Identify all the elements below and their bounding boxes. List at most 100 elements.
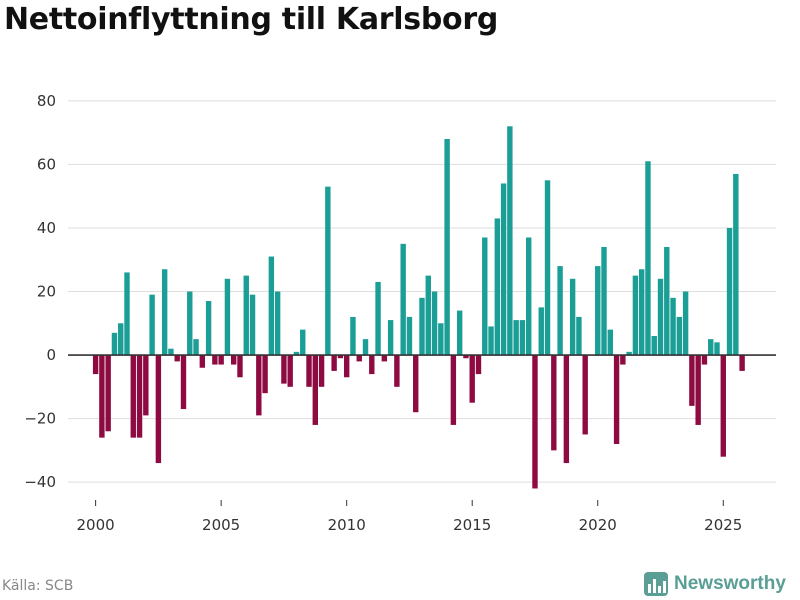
bar[interactable] — [538, 307, 544, 356]
bar[interactable] — [670, 297, 676, 356]
bar[interactable] — [563, 355, 570, 464]
bar[interactable] — [161, 269, 168, 356]
bar[interactable] — [526, 237, 532, 356]
bar[interactable] — [463, 355, 469, 359]
bar[interactable] — [205, 301, 212, 356]
bar[interactable] — [676, 316, 683, 356]
bar[interactable] — [701, 355, 708, 365]
bar[interactable] — [626, 351, 632, 356]
bar[interactable] — [343, 355, 350, 378]
bar[interactable] — [469, 355, 475, 403]
bar[interactable] — [400, 243, 406, 356]
bar[interactable] — [413, 355, 419, 413]
bar[interactable] — [651, 335, 657, 356]
bar[interactable] — [99, 355, 105, 438]
bar[interactable] — [431, 291, 438, 356]
bar[interactable] — [105, 355, 111, 432]
bar[interactable] — [601, 247, 607, 356]
bar[interactable] — [682, 291, 689, 356]
bar[interactable] — [92, 355, 99, 375]
bar[interactable] — [569, 278, 576, 356]
bar[interactable] — [507, 126, 513, 356]
bar[interactable] — [482, 237, 488, 356]
bar[interactable] — [331, 355, 337, 371]
bar[interactable] — [739, 355, 745, 371]
bar[interactable] — [557, 266, 563, 356]
bar[interactable] — [657, 278, 664, 356]
bar[interactable] — [714, 342, 720, 356]
bar[interactable] — [456, 310, 463, 356]
bar[interactable] — [620, 355, 626, 365]
bar[interactable] — [387, 320, 394, 356]
bar[interactable] — [381, 355, 388, 362]
bar[interactable] — [281, 355, 287, 384]
bar[interactable] — [695, 355, 701, 425]
bar[interactable] — [262, 355, 268, 394]
bar[interactable] — [168, 348, 174, 356]
bar[interactable] — [689, 355, 695, 406]
bar[interactable] — [111, 332, 118, 356]
bar[interactable] — [268, 256, 275, 356]
bar[interactable] — [733, 173, 739, 356]
bar[interactable] — [193, 339, 199, 356]
bar[interactable] — [350, 316, 356, 356]
bar[interactable] — [582, 355, 588, 435]
bar[interactable] — [438, 323, 444, 356]
bar[interactable] — [149, 294, 155, 356]
bar[interactable] — [325, 186, 331, 356]
bar[interactable] — [180, 355, 187, 410]
bar[interactable] — [337, 355, 344, 359]
bar[interactable] — [519, 320, 526, 356]
bar[interactable] — [708, 339, 714, 356]
bar[interactable] — [274, 291, 281, 356]
bar[interactable] — [513, 320, 519, 356]
bar[interactable] — [287, 355, 293, 387]
bar[interactable] — [237, 355, 243, 378]
bar[interactable] — [143, 355, 149, 416]
bar[interactable] — [645, 161, 651, 356]
bar[interactable] — [394, 355, 400, 387]
bar[interactable] — [249, 294, 256, 356]
bar[interactable] — [450, 355, 457, 425]
bar[interactable] — [419, 297, 425, 356]
bar[interactable] — [155, 355, 162, 464]
bar[interactable] — [475, 355, 482, 375]
bar[interactable] — [136, 355, 143, 438]
bar[interactable] — [638, 269, 645, 356]
bar[interactable] — [174, 355, 180, 362]
bar[interactable] — [124, 272, 130, 356]
bar[interactable] — [300, 329, 306, 356]
bar[interactable] — [306, 355, 312, 387]
bar[interactable] — [613, 355, 620, 444]
bar[interactable] — [356, 355, 362, 362]
bar[interactable] — [199, 355, 206, 368]
bar[interactable] — [532, 355, 538, 489]
bar[interactable] — [444, 139, 450, 356]
bar[interactable] — [406, 316, 413, 356]
bar[interactable] — [256, 355, 262, 416]
bar[interactable] — [362, 339, 369, 356]
bar[interactable] — [500, 183, 507, 356]
bar[interactable] — [293, 351, 300, 356]
bar[interactable] — [224, 278, 231, 356]
bar[interactable] — [312, 355, 318, 425]
bar[interactable] — [187, 291, 193, 356]
bar[interactable] — [664, 247, 670, 356]
bar[interactable] — [494, 218, 501, 356]
bar[interactable] — [231, 355, 237, 365]
bar[interactable] — [375, 281, 381, 356]
bar[interactable] — [607, 329, 613, 356]
bar[interactable] — [212, 355, 218, 365]
bar[interactable] — [544, 180, 551, 356]
brand-logo[interactable]: Newsworthy — [644, 570, 786, 598]
bar[interactable] — [369, 355, 375, 375]
bar[interactable] — [243, 275, 249, 356]
bar[interactable] — [595, 266, 601, 356]
bar[interactable] — [632, 275, 639, 356]
bar[interactable] — [218, 355, 224, 365]
bar[interactable] — [318, 355, 325, 387]
bar[interactable] — [130, 355, 136, 438]
bar[interactable] — [118, 323, 124, 356]
bar[interactable] — [720, 355, 726, 457]
bar[interactable] — [726, 227, 733, 356]
